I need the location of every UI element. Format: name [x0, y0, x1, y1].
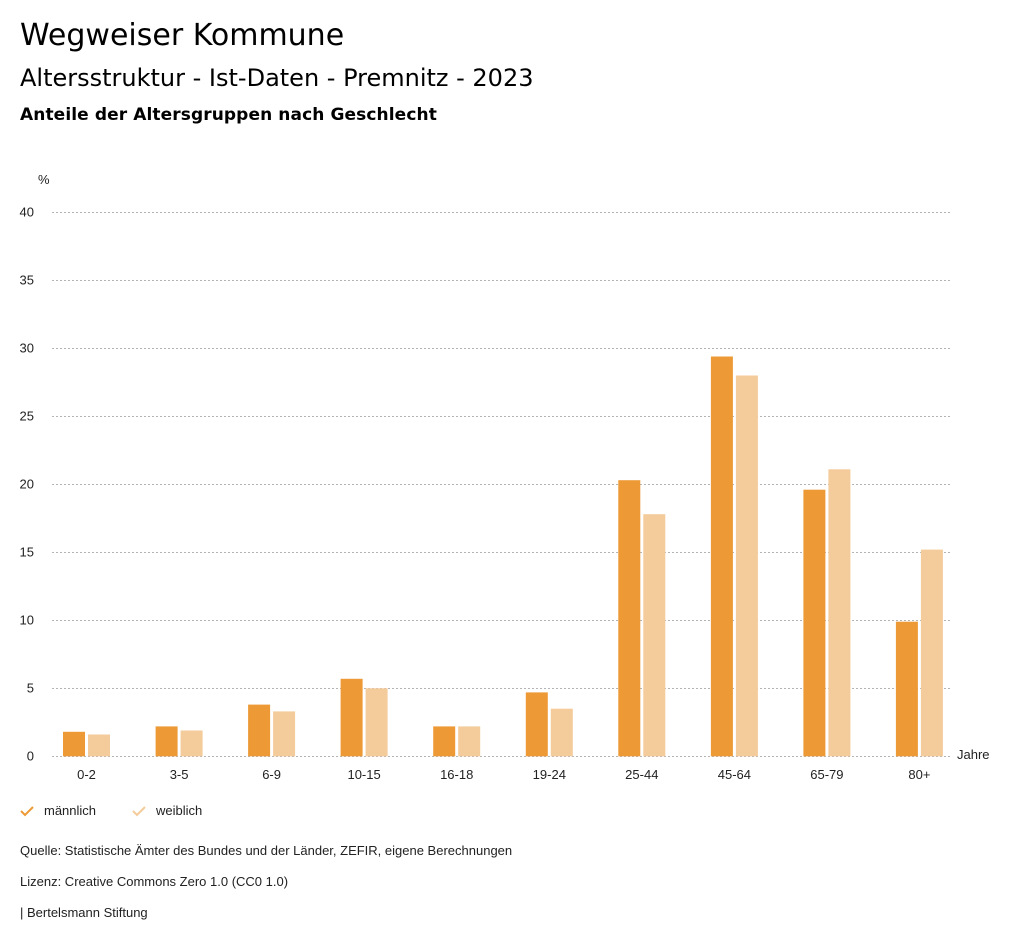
y-tick-label: 30 — [20, 341, 34, 356]
publisher-note: | Bertelsmann Stiftung — [20, 905, 148, 920]
x-tick-label: 6-9 — [262, 767, 281, 782]
bar-weiblich-3-5[interactable] — [180, 730, 203, 757]
x-tick-label: 45-64 — [718, 767, 751, 782]
y-tick-label: 15 — [20, 545, 34, 560]
y-tick-label: 5 — [27, 681, 34, 696]
bar-maennlich-6-9[interactable] — [248, 704, 271, 757]
bars — [63, 356, 943, 757]
legend-item-maennlich[interactable]: männlich — [20, 803, 96, 818]
y-tick-label: 0 — [27, 749, 34, 764]
bar-maennlich-10-15[interactable] — [340, 678, 363, 757]
chart-title: Anteile der Altersgruppen nach Geschlech… — [20, 105, 437, 125]
bar-maennlich-16-18[interactable] — [433, 726, 456, 757]
y-tick-label: 25 — [20, 409, 34, 424]
legend: männlich weiblich — [20, 803, 238, 818]
x-tick-label: 10-15 — [347, 767, 380, 782]
bar-weiblich-45-64[interactable] — [735, 375, 758, 757]
grid-lines — [52, 212, 952, 757]
bar-maennlich-3-5[interactable] — [155, 726, 178, 757]
y-axis-label: % — [38, 172, 50, 187]
y-tick-label: 20 — [20, 477, 34, 492]
x-tick-label: 80+ — [908, 767, 930, 782]
bar-weiblich-16-18[interactable] — [458, 726, 481, 757]
bar-maennlich-25-44[interactable] — [618, 480, 641, 757]
x-tick-label: 65-79 — [810, 767, 843, 782]
x-tick-label: 25-44 — [625, 767, 658, 782]
x-tick-label: 3-5 — [170, 767, 189, 782]
bar-maennlich-80+[interactable] — [895, 621, 918, 757]
bar-maennlich-65-79[interactable] — [803, 489, 826, 757]
bar-weiblich-80+[interactable] — [920, 549, 943, 757]
bar-weiblich-10-15[interactable] — [365, 688, 388, 757]
source-note: Quelle: Statistische Ämter des Bundes un… — [20, 843, 513, 858]
bar-weiblich-0-2[interactable] — [88, 734, 110, 757]
bar-weiblich-19-24[interactable] — [550, 708, 573, 757]
x-axis-ticks: 0-2 3-5 6-9 10-15 16-18 19-24 25-44 45-64 65-79 8… — [77, 767, 930, 782]
page-title: Wegweiser Kommune — [20, 18, 345, 53]
y-tick-label: 40 — [20, 205, 34, 220]
bar-weiblich-6-9[interactable] — [273, 711, 296, 757]
bar-weiblich-65-79[interactable] — [828, 469, 851, 757]
license-note: Lizenz: Creative Commons Zero 1.0 (CC0 1… — [20, 874, 289, 889]
chart-subtitle: Altersstruktur - Ist-Daten - Premnitz - … — [20, 64, 534, 92]
bar-chart: 0 5 10 15 20 25 30 35 40 0-2 3-5 6-9 10-15 16-18 19-2… — [20, 172, 990, 782]
legend-item-weiblich[interactable]: weiblich — [132, 803, 202, 818]
legend-label: männlich — [44, 803, 97, 818]
x-tick-label: 19-24 — [533, 767, 566, 782]
bar-maennlich-45-64[interactable] — [710, 356, 733, 757]
x-axis-label: Jahre — [957, 747, 990, 762]
bar-weiblich-25-44[interactable] — [643, 514, 666, 757]
legend-label: weiblich — [156, 803, 203, 818]
y-tick-label: 35 — [20, 273, 34, 288]
bar-maennlich-0-2[interactable] — [63, 731, 85, 757]
check-icon — [132, 805, 146, 816]
bar-maennlich-19-24[interactable] — [525, 692, 548, 757]
x-tick-label: 16-18 — [440, 767, 473, 782]
x-tick-label: 0-2 — [77, 767, 96, 782]
y-tick-label: 10 — [20, 613, 34, 628]
check-icon — [20, 805, 34, 816]
y-axis-ticks: 0 5 10 15 20 25 30 35 40 — [20, 205, 34, 764]
